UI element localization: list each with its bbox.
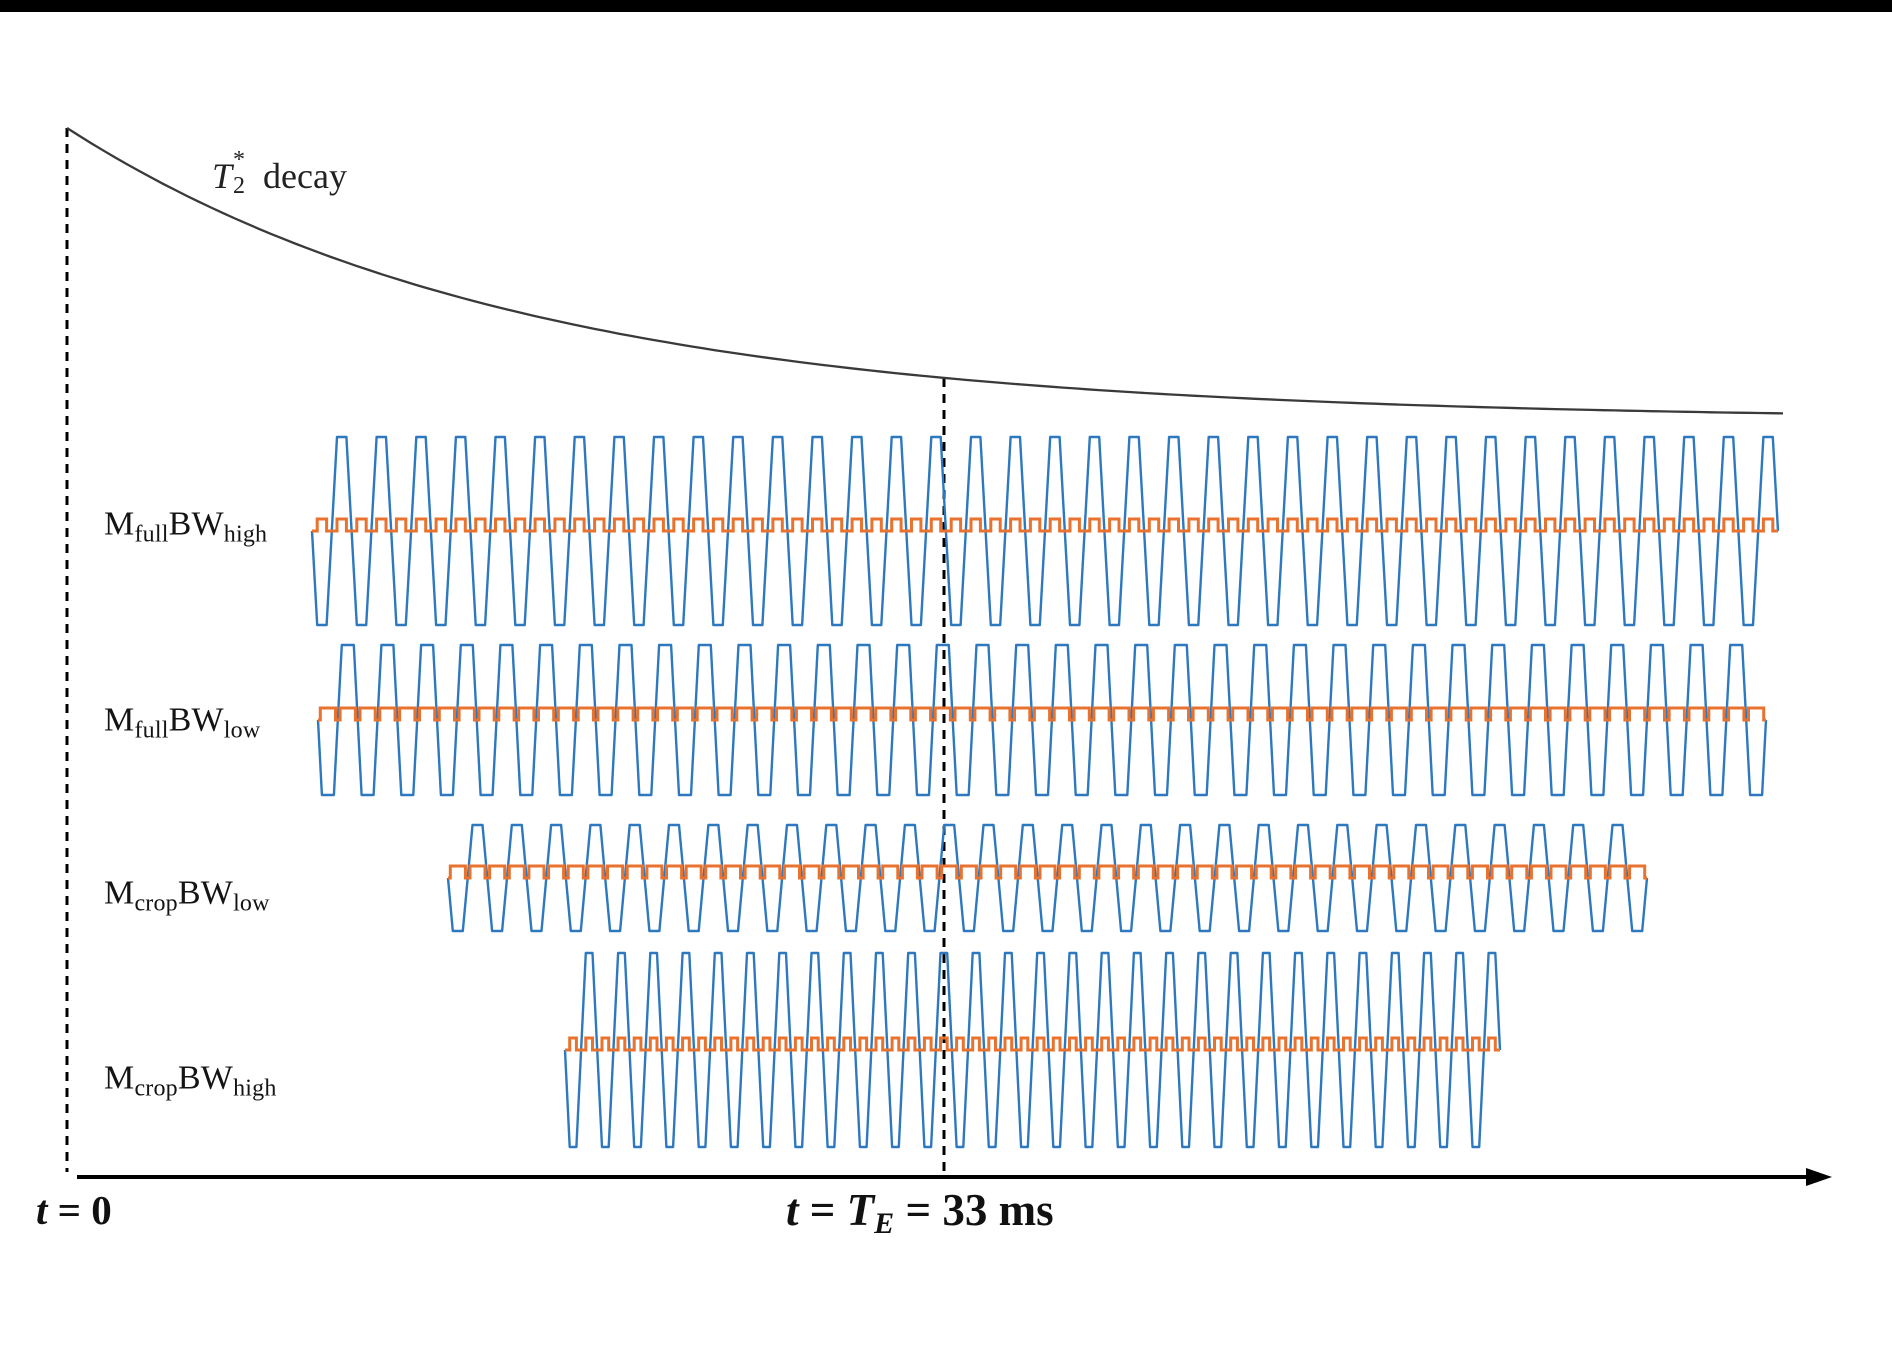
row-label-mcrop-bwhigh: McropBWhigh <box>104 1060 277 1103</box>
label-m: M <box>104 505 135 543</box>
echo-time-label: t = TE = 33 ms <box>786 1184 1054 1241</box>
adc-waveform-M_crop_BW_low <box>448 864 1647 880</box>
label-bw: BW <box>168 505 224 543</box>
label-bw-sub: low <box>223 717 261 744</box>
te-eq1: = <box>798 1185 847 1235</box>
label-bw-sub: high <box>223 521 268 548</box>
decay-word: decay <box>254 156 347 196</box>
t2-star-decay-label: T * 2 decay <box>212 147 347 199</box>
row-label-mfull-bwlow: MfullBWlow <box>104 702 260 745</box>
label-m: M <box>104 701 135 739</box>
row-label-mcrop-bwlow: McropBWlow <box>104 875 270 918</box>
label-m: M <box>104 1059 135 1097</box>
t-zero-label: t = 0 <box>36 1186 112 1234</box>
label-m-sub: full <box>134 717 169 744</box>
te-subscript: E <box>874 1207 895 1240</box>
t-var: t <box>786 1185 799 1235</box>
adc-waveform-M_crop_BW_high <box>565 1036 1500 1052</box>
t2-symbol: T <box>212 156 233 196</box>
label-bw: BW <box>177 1059 234 1097</box>
time-axis-arrowhead <box>1806 1168 1832 1186</box>
label-m-sub: crop <box>134 1075 178 1102</box>
adc-waveform-M_full_BW_low <box>318 706 1766 722</box>
te-symbol: T <box>846 1185 875 1235</box>
top-border-bar <box>0 0 1892 12</box>
t2-star-decay-curve <box>66 127 1784 415</box>
label-bw: BW <box>177 874 234 912</box>
adc-waveform-M_full_BW_high <box>312 517 1778 533</box>
label-bw: BW <box>168 701 224 739</box>
t2-superscript: * <box>233 147 246 173</box>
label-m-sub: full <box>134 521 169 548</box>
label-bw-sub: high <box>233 1075 277 1102</box>
label-m-sub: crop <box>134 890 178 917</box>
gradient-waveform-M_full_BW_low <box>316 643 1768 797</box>
row-label-mfull-bwhigh: MfullBWhigh <box>104 506 267 549</box>
t2-subscript: 2 <box>233 173 246 199</box>
label-m: M <box>104 874 135 912</box>
label-bw-sub: low <box>233 890 270 917</box>
t2-supsub: * 2 <box>232 147 254 199</box>
te-value: = 33 ms <box>894 1185 1054 1235</box>
gradient-waveform-M_crop_BW_low <box>446 823 1649 933</box>
t-var: t <box>36 1187 48 1233</box>
t0-eq: = 0 <box>47 1187 112 1233</box>
